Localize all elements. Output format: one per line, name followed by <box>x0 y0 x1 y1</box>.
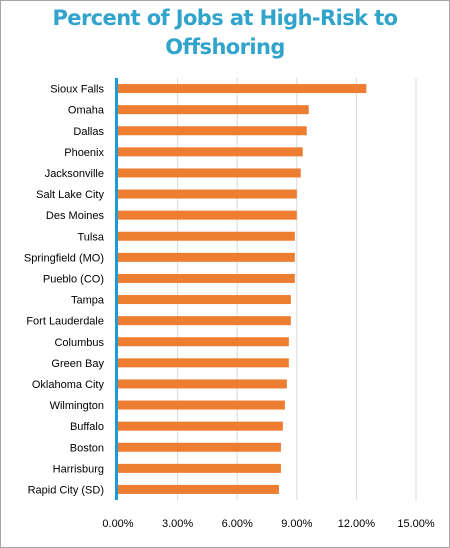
x-tick-label: 12.00% <box>338 518 376 530</box>
bars <box>118 84 367 494</box>
bar <box>118 147 303 157</box>
bar <box>118 210 297 220</box>
x-tick-label: 0.00% <box>102 518 133 530</box>
gridlines <box>177 78 417 500</box>
category-label: Sioux Falls <box>50 84 104 96</box>
category-labels: Sioux Falls Omaha Dallas Phoenix Jacksonvill… <box>24 84 105 497</box>
category-label: Dallas <box>73 126 104 138</box>
bar <box>118 231 295 241</box>
bar <box>118 337 289 347</box>
category-label: Rapid City (SD) <box>28 484 104 496</box>
category-label: Omaha <box>68 105 105 117</box>
bar <box>118 421 283 431</box>
bar <box>118 316 291 326</box>
category-label: Fort Lauderdale <box>26 316 104 328</box>
x-tick-label: 15.00% <box>397 518 435 530</box>
bar <box>118 379 287 389</box>
category-label: Springfield (MO) <box>24 252 104 264</box>
category-label: Boston <box>70 442 104 454</box>
category-label: Pueblo (CO) <box>43 273 104 285</box>
category-label: Phoenix <box>64 147 104 159</box>
x-tick-labels: 0.00% 3.00% 6.00% 9.00% 12.00% 15.00% <box>102 518 434 530</box>
category-label: Columbus <box>54 337 104 349</box>
category-label: Harrisburg <box>53 463 104 475</box>
category-label: Tulsa <box>78 231 105 243</box>
chart-title-line-1: Percent of Jobs at High-Risk to <box>52 6 399 30</box>
chart-title: Percent of Jobs at High-Risk to Offshori… <box>0 4 450 62</box>
bar <box>118 168 301 178</box>
category-label: Wilmington <box>50 400 104 412</box>
bar <box>118 463 281 473</box>
x-tick-label: 9.00% <box>281 518 312 530</box>
bar <box>118 252 295 262</box>
category-label: Jacksonville <box>45 168 104 180</box>
bar <box>118 84 367 94</box>
x-tick-label: 6.00% <box>222 518 253 530</box>
category-label: Green Bay <box>51 358 104 370</box>
bar <box>118 105 309 115</box>
bar <box>118 126 307 136</box>
chart-title-line-2: Offshoring <box>165 35 285 59</box>
bar <box>118 189 297 199</box>
category-label: Des Moines <box>46 210 105 222</box>
bar <box>118 442 281 452</box>
bar <box>118 400 285 410</box>
bar <box>118 295 291 305</box>
category-label: Oklahoma City <box>32 379 105 391</box>
bar <box>118 273 295 283</box>
category-label: Tampa <box>71 295 105 307</box>
bar <box>118 484 279 494</box>
x-tick-label: 3.00% <box>162 518 193 530</box>
category-label: Salt Lake City <box>36 189 104 201</box>
bar <box>118 358 289 368</box>
category-label: Buffalo <box>70 421 104 433</box>
